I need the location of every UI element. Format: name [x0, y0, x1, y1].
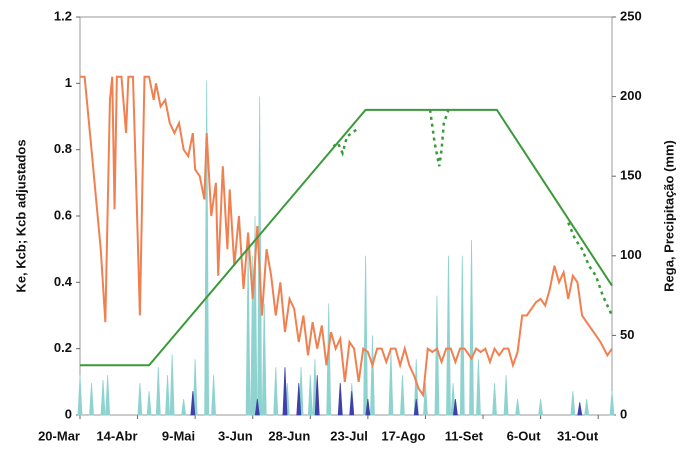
spike	[349, 391, 355, 416]
spike	[296, 383, 302, 416]
y-tick-label: 0	[65, 406, 72, 421]
spike	[146, 391, 152, 416]
spike	[476, 359, 481, 416]
spike	[245, 247, 251, 416]
line	[80, 75, 613, 398]
y2-tick-label: 200	[620, 88, 642, 103]
spike	[105, 375, 111, 416]
spike	[100, 379, 106, 416]
spike	[337, 383, 343, 416]
spike	[503, 375, 509, 416]
y-tick-label: 1.2	[54, 8, 72, 23]
spike	[459, 255, 465, 416]
y2-axis-label: Rega, Precipitação (mm)	[661, 140, 676, 292]
x-tick-label: 6-Out	[507, 428, 542, 443]
spike	[570, 391, 576, 416]
spike	[165, 375, 170, 416]
spike	[469, 239, 474, 416]
spike	[89, 383, 94, 416]
spike	[413, 399, 419, 416]
spike	[137, 383, 143, 416]
y2-tick-label: 250	[620, 8, 642, 23]
spike	[261, 303, 267, 416]
spike	[204, 80, 210, 416]
x-tick-label: 17-Ago	[381, 428, 425, 443]
y2-tick-label: 100	[620, 247, 642, 262]
spike	[577, 402, 583, 416]
spike	[434, 295, 440, 416]
spike	[492, 383, 497, 416]
x-tick-label: 11-Set	[445, 428, 484, 443]
line	[332, 109, 614, 317]
spike	[273, 367, 279, 416]
spike	[365, 399, 371, 416]
y-tick-label: 0.4	[54, 274, 73, 289]
spike	[77, 375, 83, 416]
x-tick-label: 20-Mar	[38, 428, 80, 443]
x-tick-label: 9-Mai	[162, 428, 195, 443]
spike	[446, 255, 451, 416]
spike	[363, 255, 368, 416]
spike	[400, 375, 405, 416]
spike	[307, 375, 313, 416]
y-tick-label: 1	[65, 75, 72, 90]
spike	[538, 399, 544, 416]
spike	[584, 399, 590, 416]
y2-tick-label: 50	[620, 327, 634, 342]
line	[80, 108, 613, 367]
spike	[388, 351, 394, 416]
y-tick-label: 0.8	[54, 141, 72, 156]
y-tick-label: 0.2	[54, 340, 72, 355]
x-tick-label: 14-Abr	[96, 428, 137, 443]
spike	[609, 391, 615, 416]
spike	[282, 367, 288, 416]
y2-tick-label: 150	[620, 168, 642, 183]
spike	[423, 383, 428, 416]
spike	[211, 375, 216, 416]
spike	[452, 399, 458, 416]
y-axis-label: Ke, Kcb; Kcb adjustados	[13, 139, 28, 292]
x-tick-label: 23-Jul	[330, 428, 368, 443]
spike	[254, 399, 260, 416]
spike	[155, 367, 161, 416]
spike	[190, 391, 196, 416]
spike	[370, 335, 375, 416]
spike	[515, 399, 521, 416]
y-tick-label: 0.6	[54, 207, 72, 222]
x-tick-label: 28-Jun	[268, 428, 310, 443]
x-tick-label: 31-Out	[557, 428, 599, 443]
x-tick-label: 3-Jun	[218, 428, 253, 443]
spike	[314, 375, 320, 416]
spike	[181, 399, 187, 416]
plot-frame	[79, 16, 613, 416]
spike	[169, 354, 175, 416]
y2-tick-label: 0	[620, 406, 627, 421]
